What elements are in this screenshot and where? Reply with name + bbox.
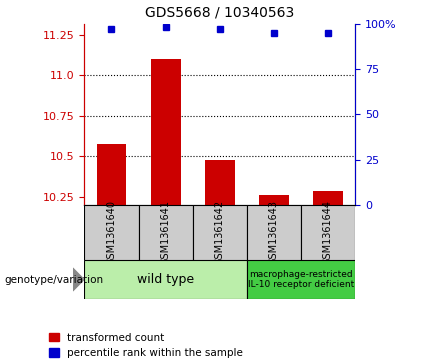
FancyBboxPatch shape [84, 205, 139, 260]
Bar [97, 144, 126, 205]
Bar [151, 59, 181, 205]
FancyBboxPatch shape [247, 205, 301, 260]
Bar [259, 195, 289, 205]
Title: GDS5668 / 10340563: GDS5668 / 10340563 [145, 6, 294, 20]
Legend: transformed count, percentile rank within the sample: transformed count, percentile rank withi… [48, 333, 243, 358]
Text: GSM1361641: GSM1361641 [161, 200, 171, 265]
FancyBboxPatch shape [84, 260, 247, 299]
Bar [313, 191, 343, 205]
Text: GSM1361644: GSM1361644 [323, 200, 333, 265]
Text: GSM1361642: GSM1361642 [215, 200, 225, 265]
Text: wild type: wild type [137, 273, 194, 286]
Bar [205, 160, 235, 205]
FancyBboxPatch shape [139, 205, 193, 260]
Text: GSM1361640: GSM1361640 [107, 200, 116, 265]
Text: macrophage-restricted
IL-10 receptor deficient: macrophage-restricted IL-10 receptor def… [248, 270, 354, 289]
Text: GSM1361643: GSM1361643 [269, 200, 279, 265]
FancyBboxPatch shape [193, 205, 247, 260]
FancyBboxPatch shape [247, 260, 355, 299]
FancyBboxPatch shape [301, 205, 355, 260]
Polygon shape [73, 268, 84, 291]
Text: genotype/variation: genotype/variation [4, 275, 103, 285]
